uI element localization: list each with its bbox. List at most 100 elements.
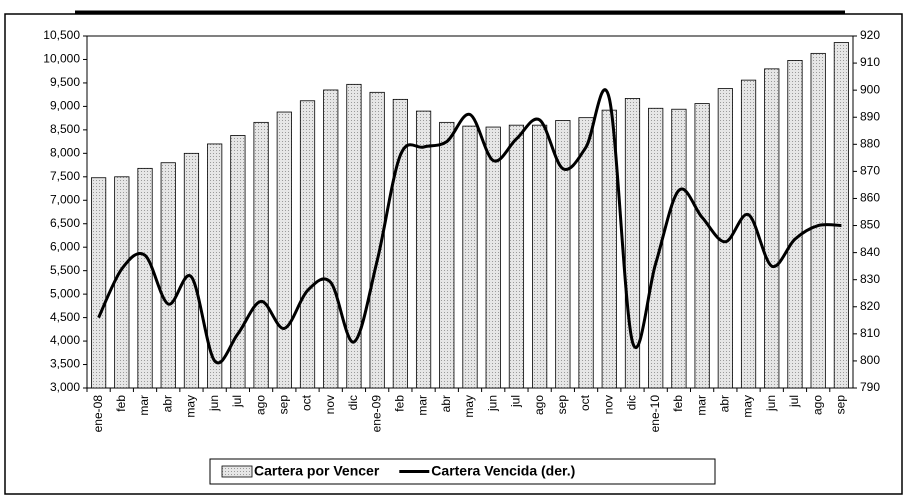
bar <box>787 60 803 389</box>
x-tick-label: ene-09 <box>369 395 383 433</box>
bar <box>555 120 571 389</box>
frame <box>4 13 903 495</box>
x-tick-label: dic <box>346 395 360 410</box>
bar <box>648 107 664 389</box>
x-tick-label: ago <box>253 395 267 415</box>
x-tick-label: jun <box>207 395 221 412</box>
y-tick-label: 8,000 <box>50 146 80 160</box>
y2-tick-label: 910 <box>860 55 880 69</box>
x-tick-label: jun <box>764 395 778 412</box>
y2-tick-label: 810 <box>860 326 880 340</box>
y2-tick-label: 850 <box>860 218 880 232</box>
y-tick-label: 4,000 <box>50 333 80 347</box>
y2-tick-label: 870 <box>860 164 880 178</box>
bar <box>740 79 757 389</box>
y-tick-label: 5,000 <box>50 286 80 300</box>
bar <box>369 91 385 389</box>
y-tick-label: 9,500 <box>50 75 80 89</box>
x-tick-label: dic <box>625 395 639 410</box>
y-tick-label: 8,500 <box>50 122 80 136</box>
x-tick-label: jul <box>509 395 523 408</box>
y2-tick-label: 790 <box>860 380 880 394</box>
x-tick-label: mar <box>137 395 151 416</box>
y2-tick-label: 880 <box>860 136 880 150</box>
bar <box>508 124 525 389</box>
bar <box>183 152 200 389</box>
x-tick-label: jul <box>230 395 244 408</box>
y-tick-label: 10,500 <box>43 28 80 42</box>
bar <box>694 103 710 389</box>
x-tick-label: may <box>741 395 755 418</box>
x-tick-label: ago <box>810 395 824 415</box>
legend-swatch <box>221 465 253 478</box>
bar <box>253 121 269 389</box>
bar <box>439 121 455 389</box>
y-tick-label: 3,000 <box>50 380 80 394</box>
bar <box>671 108 687 389</box>
legend-box <box>209 458 716 485</box>
line <box>97 88 842 365</box>
bar <box>276 111 292 389</box>
y-tick-label: 9,000 <box>50 99 80 113</box>
x-tick-label: may <box>462 395 476 418</box>
x-tick-label: abr <box>160 395 174 412</box>
y2-tick-label: 920 <box>860 28 880 42</box>
bar <box>532 124 548 389</box>
x-tick-label: feb <box>114 395 128 412</box>
x-tick-label: oct <box>578 394 592 411</box>
bar <box>230 135 246 389</box>
x-tick-label: may <box>184 395 198 418</box>
x-tick-label: abr <box>718 395 732 412</box>
x-tick-label: feb <box>671 395 685 412</box>
bar <box>160 162 176 389</box>
x-tick-label: feb <box>393 395 407 412</box>
bar <box>601 109 617 389</box>
bar <box>810 52 826 389</box>
x-tick-label: sep <box>555 395 569 415</box>
legend-label: Cartera Vencida (der.) <box>431 463 575 479</box>
bar <box>485 126 501 389</box>
bar <box>462 125 478 389</box>
bar <box>137 167 153 389</box>
y-tick-label: 6,500 <box>50 216 80 230</box>
y-tick-label: 3,500 <box>50 357 80 371</box>
bar <box>346 83 362 389</box>
bar <box>299 100 316 389</box>
bar <box>91 177 107 389</box>
y-tick-label: 10,000 <box>43 52 80 66</box>
x-tick-label: sep <box>276 395 290 415</box>
x-tick-label: abr <box>439 395 453 412</box>
x-tick-label: jul <box>787 395 801 408</box>
x-tick-label: sep <box>834 395 848 415</box>
y2-tick-label: 830 <box>860 272 880 286</box>
bar <box>114 176 130 389</box>
y-tick-label: 6,000 <box>50 239 80 253</box>
y-tick-label: 7,500 <box>50 169 80 183</box>
y2-tick-label: 800 <box>860 353 880 367</box>
legend-label: Cartera por Vencer <box>254 463 380 479</box>
x-tick-label: mar <box>694 395 708 416</box>
y-tick-label: 5,500 <box>50 263 80 277</box>
bar <box>415 110 432 389</box>
y-tick-label: 7,000 <box>50 192 80 206</box>
bar <box>833 42 849 389</box>
y2-tick-label: 840 <box>860 245 880 259</box>
y2-tick-label: 900 <box>860 82 880 96</box>
x-tick-label: jun <box>485 395 499 412</box>
bar <box>207 143 223 389</box>
x-tick-label: nov <box>601 395 615 414</box>
x-tick-label: ene-08 <box>91 395 105 433</box>
bar <box>392 98 408 389</box>
x-tick-label: ago <box>532 395 546 415</box>
legend: Cartera por Vencer Cartera Vencida (der.) <box>209 458 716 485</box>
x-tick-label: ene-10 <box>648 395 662 433</box>
y2-tick-label: 820 <box>860 299 880 313</box>
x-tick-label: oct <box>300 394 314 411</box>
bar <box>578 117 594 389</box>
y2-tick-label: 860 <box>860 191 880 205</box>
bar <box>764 68 780 389</box>
bar <box>323 89 339 389</box>
x-tick-label: mar <box>416 395 430 416</box>
y-tick-label: 4,500 <box>50 310 80 324</box>
